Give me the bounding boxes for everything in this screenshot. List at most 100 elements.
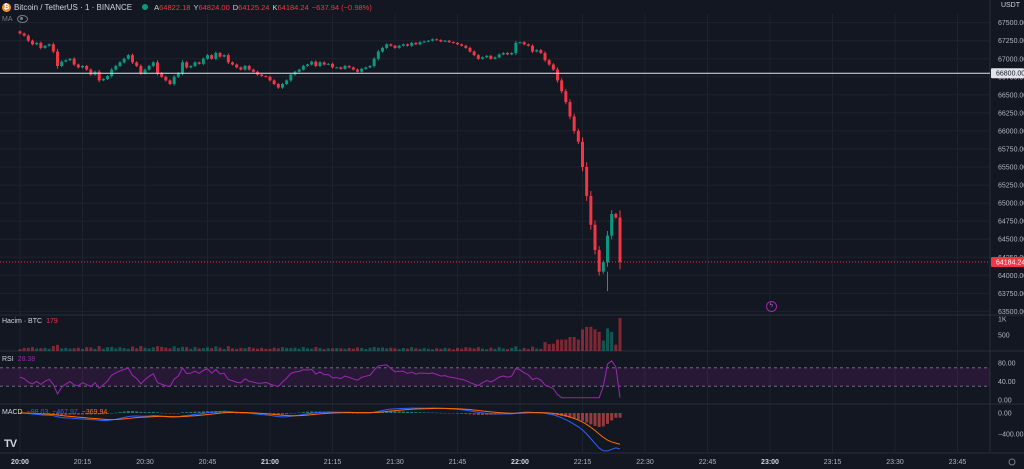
candle [601,260,605,274]
lightning-event-icon[interactable]: ϟ [766,301,777,312]
candle-body [543,52,547,61]
volume-bar [318,348,322,351]
candle [135,61,139,68]
candle-body [331,63,335,68]
candle [251,68,255,73]
candle [122,57,126,64]
candle-body [97,71,101,81]
volume-bar [289,348,293,351]
volume-bar [68,348,72,351]
candle [556,67,560,83]
volume-bar [306,348,310,351]
candle [385,43,389,50]
price-axis-label: 64750.00 [998,219,1024,226]
candle-body [435,39,439,41]
indicator-ma-legend[interactable]: MA [2,15,28,23]
candle [56,48,60,69]
volume-bar [239,347,243,351]
symbol-title[interactable]: Bitcoin / TetherUS · 1 · BINANCE [14,2,133,12]
candle-body [185,62,189,68]
volume-label: Hacim · BTC [2,318,43,325]
volume-legend[interactable]: Hacim · BTC 179 [2,318,58,325]
eye-icon[interactable] [16,15,28,23]
volume-bars [18,318,622,351]
candle [610,210,614,240]
volume-bar [576,339,580,351]
candle [581,137,585,172]
candle-body [276,84,280,88]
candle [439,39,443,43]
macd-legend[interactable]: MACD −98.03 −467.97 −369.94 [2,409,107,416]
volume-bar [364,348,368,351]
candle-body [56,51,60,66]
volume-bar [606,328,610,351]
candle-body [272,80,276,85]
candle-body [456,42,460,45]
candle-body [389,44,393,46]
candle-body [147,65,151,70]
macd-histogram-bar [68,413,72,415]
volume-bar [260,347,264,351]
candle-body [326,63,330,65]
candle [593,220,597,255]
volume-bar [381,347,385,351]
candle [393,44,397,49]
volume-axis-label: 1K [998,317,1007,324]
candle [260,73,264,77]
volume-bar [276,348,280,351]
macd-histogram-bar [297,412,301,414]
volume-bar [122,347,126,351]
rsi-legend[interactable]: RSI 28.38 [2,356,35,363]
candle-body [356,69,360,72]
volume-bar [281,347,285,351]
macd-histogram-bar [122,411,126,413]
volume-bar [256,348,260,351]
candle-body [618,217,622,263]
candle-body [114,65,118,70]
volume-bar [497,347,501,351]
volume-bar [422,347,426,351]
volume-bar [614,344,618,351]
candle [518,41,522,44]
candle [572,113,576,134]
tradingview-logo[interactable]: TV [4,438,17,450]
candle [314,60,318,68]
candle-body [139,65,143,74]
volume-bar [547,344,551,351]
candle-body [47,44,51,46]
candle [64,59,68,63]
macd-histogram-bar [206,411,210,413]
candle-body [101,78,105,81]
macd-histogram-bar [56,413,60,415]
candle-body [360,68,364,72]
volume-bar [585,326,589,351]
candle-body [539,50,543,53]
candle-body [339,67,343,69]
candle-body [289,74,293,81]
macd-line-value: −467.97 [52,409,78,416]
candles [18,30,622,276]
candle [493,56,497,60]
candle [326,63,330,66]
candle-body [393,45,397,48]
volume-bar [501,348,505,351]
candle-body [197,62,201,64]
currency-label[interactable]: USDT [1000,2,1020,9]
volume-bar [443,347,447,351]
volume-bar [343,348,347,351]
volume-bar [126,348,130,351]
macd-histogram-bar [593,413,597,426]
volume-bar [131,346,135,351]
market-open-status-icon [142,4,149,10]
rsi-axis-label: 80.00 [998,361,1016,368]
volume-bar [556,339,560,351]
volume-bar [426,348,430,351]
candle [514,40,518,56]
ohlc-close: K64184.24 [272,2,309,12]
macd-histogram-bar [131,411,135,413]
price-axis-label: 66250.00 [998,110,1024,117]
volume-bar [76,347,80,351]
volume-bar [485,349,489,351]
candle-body [606,235,610,263]
